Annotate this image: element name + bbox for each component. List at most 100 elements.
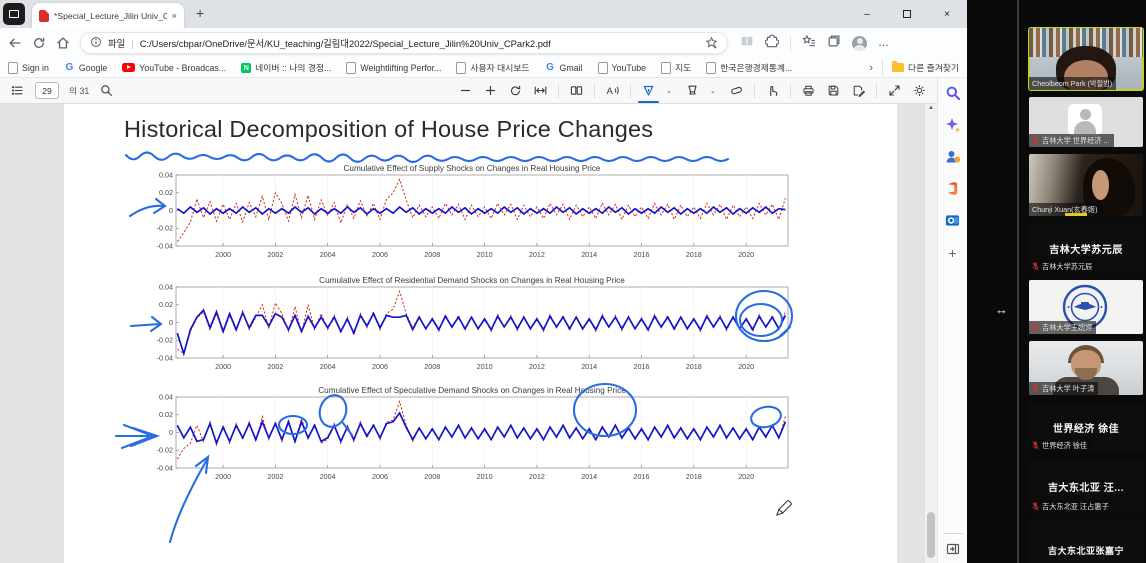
participant-tile-chunji-xuan[interactable]: Chunji Xuan(玄春姬) — [1029, 154, 1143, 216]
print-icon[interactable] — [801, 83, 816, 98]
scroll-up-arrow-icon[interactable]: ▲ — [928, 105, 934, 111]
tab-close-icon[interactable]: × — [171, 10, 177, 21]
participant-tile-wang[interactable]: 吉林大学王婉婷 — [1029, 280, 1143, 334]
participant-name-label: 吉大东北亚 汪占惠子 — [1029, 500, 1113, 513]
minimize-button[interactable]: – — [864, 8, 870, 20]
svg-text:2018: 2018 — [686, 362, 702, 371]
folder-icon — [891, 61, 904, 72]
sidebar-outlook-icon[interactable] — [944, 212, 961, 229]
bookmark-item[interactable]: G Gmail — [545, 62, 583, 73]
pdf-scrollbar[interactable]: ▲ — [925, 104, 937, 563]
bookmark-item[interactable]: YouTube — [597, 61, 647, 74]
highlighter-chevron-icon[interactable]: ⌄ — [710, 87, 716, 95]
google-icon: G — [65, 62, 74, 73]
bookmark-item[interactable]: 지도 — [661, 61, 691, 74]
extensions-icon[interactable] — [764, 34, 780, 53]
sidebar-add-icon[interactable]: + — [948, 244, 957, 261]
tab-pdf[interactable]: *Special_Lecture_Jilin Univ_CPark × — [32, 3, 184, 28]
bookmarks-overflow-icon[interactable]: › — [869, 61, 873, 74]
table-of-contents-icon[interactable] — [10, 83, 25, 98]
touch-draw-icon[interactable] — [765, 83, 780, 98]
bookmark-item[interactable]: Sign in — [8, 61, 49, 74]
svg-text:2000: 2000 — [215, 250, 231, 259]
eraser-tool-icon[interactable] — [729, 83, 744, 98]
svg-text:0: 0 — [169, 428, 173, 437]
svg-text:Cumulative Effect of Residenti: Cumulative Effect of Residential Demand … — [319, 276, 625, 285]
collections-icon[interactable] — [827, 34, 841, 53]
zoom-in-icon[interactable] — [483, 83, 498, 98]
bookmark-label: YouTube - Broadcas... — [139, 62, 227, 73]
draw-pen-chevron-icon[interactable]: ⌄ — [666, 87, 672, 95]
naver-icon: N — [241, 62, 252, 73]
bookmark-item[interactable]: N 네이버 :: 나의 경정... — [241, 61, 331, 74]
url-field[interactable]: 파일 | C:/Users/cbpar/OneDrive/문서/KU_teach… — [80, 32, 728, 54]
bookmark-label: 사용자 대시보드 — [470, 63, 530, 73]
sidebar-search-icon[interactable] — [944, 84, 961, 101]
draw-pen-tool-icon[interactable] — [638, 83, 659, 103]
svg-text:Cumulative Effect of Speculati: Cumulative Effect of Speculative Demand … — [318, 386, 626, 395]
favorites-icon[interactable] — [802, 34, 816, 53]
pdf-scrollbar-thumb[interactable] — [927, 512, 935, 558]
bookmark-item[interactable]: Weightlifting Perfor... — [346, 61, 442, 74]
pdf-settings-gear-icon[interactable] — [912, 83, 927, 98]
page-view-icon[interactable] — [569, 83, 584, 98]
bookmark-label: Weightlifting Perfor... — [360, 62, 442, 73]
split-screen-icon[interactable] — [740, 34, 754, 53]
bookmark-item[interactable]: YouTube - Broadcas... — [122, 63, 226, 73]
search-document-icon[interactable] — [99, 83, 114, 98]
highlighter-tool-icon[interactable] — [685, 83, 700, 98]
bookmark-label: Gmail — [559, 62, 583, 73]
fullscreen-icon[interactable] — [887, 83, 902, 98]
save-as-icon[interactable] — [851, 83, 866, 98]
participant-name-label: 吉林大学王婉婷 — [1029, 321, 1097, 334]
bookmark-label: YouTube — [611, 62, 647, 73]
sidebar-people-icon[interactable] — [944, 148, 961, 165]
bookmark-item[interactable]: G Google — [64, 62, 108, 73]
sidebar-office-icon[interactable] — [944, 180, 961, 197]
new-tab-button[interactable]: + — [196, 5, 205, 21]
window-app-icon[interactable] — [3, 3, 25, 25]
svg-text:2004: 2004 — [320, 250, 336, 259]
tab-title: *Special_Lecture_Jilin Univ_CPark — [54, 10, 167, 21]
profile-avatar[interactable] — [852, 35, 867, 51]
participant-tile-xu-jia[interactable]: 世界经济 徐佳 世界经济 徐佳 — [1029, 402, 1143, 452]
svg-text:2010: 2010 — [477, 362, 493, 371]
other-favorites-folder[interactable]: 다른 즐겨찾기 — [891, 61, 959, 74]
svg-text:-0.02: -0.02 — [157, 224, 173, 233]
zoom-out-icon[interactable] — [458, 83, 473, 98]
participant-tile-ye-zitao[interactable]: 吉林大学 叶子涛 — [1029, 341, 1143, 395]
participant-name-label: Cheolbeom Park (박철범) — [1029, 77, 1117, 90]
sidebar-discover-copilot-icon[interactable] — [944, 116, 961, 133]
chart-svg: Cumulative Effect of Speculative Demand … — [157, 386, 789, 481]
bookmark-item[interactable]: 사용자 대시보드 — [456, 61, 530, 74]
participant-tile-jilin-world-econ[interactable]: 吉林大学 世界经济 ... — [1029, 97, 1143, 147]
back-icon[interactable] — [8, 36, 22, 50]
page-icon — [8, 61, 18, 74]
participant-tile-cheolbeom-park[interactable]: Cheolbeom Park (박철범) — [1028, 27, 1144, 91]
rotate-icon[interactable] — [508, 83, 523, 98]
add-favorite-star-icon[interactable] — [705, 36, 718, 51]
maximize-button[interactable] — [887, 0, 927, 28]
participant-tile-wang-zhanhuizi[interactable]: 吉大东北亚 汪... 吉大东北亚 汪占惠子 — [1029, 459, 1143, 513]
address-bar-actions: … — [740, 34, 890, 53]
participant-display-name: 世界经济 徐佳 — [1052, 423, 1120, 435]
bookmark-item[interactable]: 한국은행경제통계... — [706, 61, 792, 74]
svg-text:0.04: 0.04 — [159, 282, 173, 291]
read-aloud-icon[interactable]: A — [605, 83, 620, 98]
fit-to-width-icon[interactable] — [533, 83, 548, 98]
svg-text:2010: 2010 — [477, 472, 493, 481]
participant-tile-su-yuanchen[interactable]: 吉林大学苏元辰 吉林大学苏元辰 — [1029, 223, 1143, 273]
save-icon[interactable] — [826, 83, 841, 98]
chart-svg: Cumulative Effect of Supply Shocks on Ch… — [157, 164, 789, 259]
close-button[interactable]: × — [944, 8, 950, 20]
page-number-input[interactable]: 29 — [35, 82, 59, 99]
info-icon[interactable] — [90, 36, 102, 50]
refresh-icon[interactable] — [32, 36, 46, 50]
pdf-viewer[interactable]: Historical Decomposition of House Price … — [0, 104, 937, 563]
tab-strip: *Special_Lecture_Jilin Univ_CPark × + – … — [0, 0, 967, 28]
participant-tile-zhang-jianing[interactable]: 吉大东北亚张嘉宁 吉大东北亚张嘉宁 — [1029, 520, 1143, 563]
sidebar-collapse-icon[interactable] — [944, 540, 961, 557]
settings-more-icon[interactable]: … — [878, 37, 890, 49]
home-icon[interactable] — [56, 36, 70, 50]
